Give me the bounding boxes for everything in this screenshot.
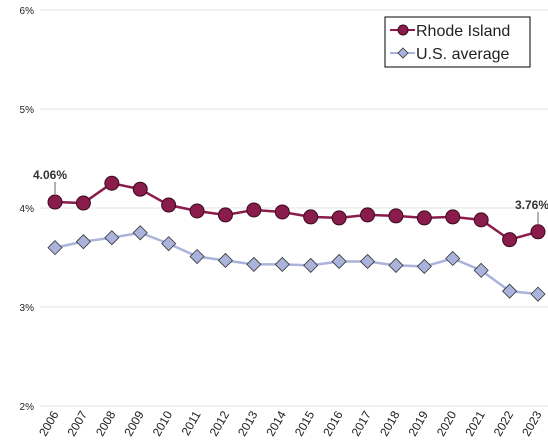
marker <box>161 236 177 252</box>
marker <box>104 230 120 246</box>
x-tick-label: 2012 <box>207 408 233 438</box>
marker <box>75 234 91 250</box>
marker <box>47 240 63 256</box>
y-tick-label: 3% <box>20 303 35 314</box>
marker <box>502 232 518 248</box>
marker <box>331 253 347 270</box>
marker <box>473 212 489 228</box>
data-label: 3.76% <box>515 198 548 212</box>
marker <box>274 204 290 220</box>
x-tick-label: 2013 <box>235 408 261 438</box>
x-tick-label: 2022 <box>491 408 517 438</box>
x-tick-label: 2015 <box>292 408 318 438</box>
marker <box>189 248 205 265</box>
x-tick-label: 2006 <box>36 408 62 438</box>
marker <box>104 175 120 191</box>
marker <box>303 257 319 273</box>
marker <box>445 209 461 225</box>
marker <box>132 225 148 241</box>
data-label: 4.06% <box>33 168 67 182</box>
marker <box>502 283 518 299</box>
x-tick-label: 2018 <box>377 408 403 438</box>
legend-box <box>384 16 531 68</box>
x-tick-label: 2020 <box>434 408 460 438</box>
marker <box>246 256 262 272</box>
series-line <box>54 231 539 296</box>
marker <box>473 262 489 278</box>
marker <box>132 181 148 197</box>
marker <box>331 210 347 226</box>
legend-marker <box>397 24 409 36</box>
marker <box>416 210 432 226</box>
marker <box>47 194 63 210</box>
y-tick-label: 4% <box>20 204 35 215</box>
x-tick-label: 2008 <box>93 408 119 438</box>
marker <box>274 256 290 272</box>
y-tick-label: 2% <box>20 402 35 413</box>
x-tick-label: 2011 <box>179 408 204 438</box>
y-tick-label: 5% <box>20 105 35 116</box>
x-tick-label: 2010 <box>150 408 176 438</box>
x-tick-label: 2023 <box>519 408 545 438</box>
marker <box>530 224 546 240</box>
marker <box>161 197 177 213</box>
legend-label: U.S. average <box>416 46 509 63</box>
marker <box>359 253 376 270</box>
marker <box>303 209 319 225</box>
marker <box>217 252 234 269</box>
x-tick-label: 2016 <box>320 408 346 438</box>
marker <box>445 250 461 267</box>
x-tick-label: 2007 <box>65 408 91 438</box>
x-tick-label: 2019 <box>405 408 431 438</box>
legend-label: Rhode Island <box>416 23 510 40</box>
marker <box>416 258 432 274</box>
x-tick-label: 2009 <box>121 408 147 438</box>
marker <box>530 286 546 302</box>
marker <box>75 195 91 211</box>
series-line <box>54 181 539 242</box>
marker <box>217 207 233 223</box>
legend-marker <box>397 47 409 59</box>
marker <box>246 202 262 218</box>
marker <box>388 208 404 224</box>
x-tick-label: 2021 <box>462 408 488 438</box>
x-tick-label: 2014 <box>263 408 289 438</box>
x-tick-label: 2017 <box>349 408 375 438</box>
marker <box>189 203 205 219</box>
y-tick-label: 6% <box>20 6 35 17</box>
marker <box>360 207 376 223</box>
marker <box>388 257 404 273</box>
